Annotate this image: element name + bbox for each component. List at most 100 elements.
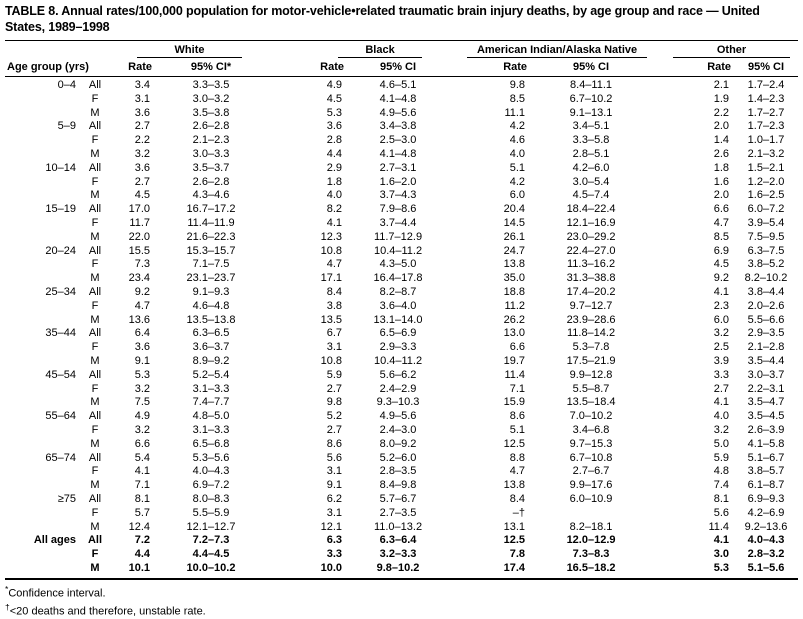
table-row: 20–24 All 15.5 15.3–15.7 10.8 10.4–11.2 24.7 22…: [5, 245, 798, 259]
cell-sex: All: [88, 492, 102, 505]
cell-white_ci: 4.8–5.0: [192, 410, 230, 423]
cell-sex: F: [91, 341, 99, 354]
cell-sex: F: [91, 299, 99, 312]
cell-white_rate: 8.1: [134, 492, 150, 505]
cell-age-group: 5–9: [57, 120, 76, 133]
cell-white_ci: 6.5–6.8: [192, 437, 230, 450]
cell-aian_rate: 14.5: [503, 216, 526, 229]
cell-white_ci: 2.1–2.3: [192, 134, 230, 147]
cell-white_rate: 7.2: [134, 534, 150, 547]
cell-other_rate: 8.1: [713, 492, 730, 505]
cell-black_rate: 13.5: [320, 313, 343, 326]
cell-white_rate: 2.7: [134, 175, 150, 188]
cell-aian_ci: 8.4–11.1: [570, 79, 613, 91]
cell-white_ci: 16.7–17.2: [186, 203, 236, 216]
cell-black_rate: 3.6: [326, 120, 343, 133]
cell-aian_ci: 9.9–12.8: [569, 368, 613, 381]
table-row: M 23.4 23.1–23.7 17.1 16.4–17.8 35.0 31.3–38.8…: [5, 272, 798, 286]
table-title: TABLE 8. Annual rates/100,000 population…: [5, 4, 760, 34]
cell-white_rate: 5.4: [134, 451, 150, 464]
cell-sex: All: [87, 534, 103, 547]
table-row: F 3.6 3.6–3.7 3.1 2.9–3.3 6.6 5.3–7.8 2.5 2.1–2.…: [5, 341, 798, 355]
cell-white_rate: 3.6: [134, 161, 150, 174]
cell-white_ci: 13.5–13.8: [186, 313, 236, 326]
cell-aian_ci: 17.5–21.9: [566, 354, 616, 367]
cell-other_ci: 9.2–13.6: [744, 520, 788, 533]
cell-black_ci: 3.7–4.4: [379, 216, 417, 229]
table-row: M 7.5 7.4–7.7 9.8 9.3–10.3 15.9 13.5–18.4 4.1 3.…: [5, 396, 798, 410]
cell-sex: All: [88, 203, 102, 216]
cell-aian_ci: 9.7–15.3: [569, 437, 613, 450]
footnote-unstable-rate: †<20 deaths and therefore, unstable rate…: [5, 601, 798, 619]
cell-sex: F: [91, 506, 99, 519]
cell-black_rate: 2.7: [326, 382, 343, 395]
cell-other_ci: 3.8–4.4: [747, 285, 785, 298]
cell-sex: F: [91, 423, 99, 436]
cell-other_ci: 8.2–10.2: [744, 272, 788, 285]
footnotes: *Confidence interval. †<20 deaths and th…: [5, 583, 798, 619]
cell-sex: M: [90, 437, 100, 450]
cell-other_rate: 4.1: [713, 396, 730, 409]
table-row: All ages All 7.2 7.2–7.3 6.3 6.3–6.4 12.5 12.0–…: [5, 534, 798, 548]
cell-aian_ci: 31.3–38.8: [566, 272, 616, 285]
cell-white_ci: 3.0–3.3: [192, 147, 230, 160]
cell-other_ci: 2.2–3.1: [747, 382, 785, 395]
cell-black_ci: 2.4–2.9: [379, 382, 417, 395]
cell-other_rate: 1.9: [713, 92, 730, 105]
cell-other_rate: 2.0: [713, 120, 730, 133]
cell-other_ci: 3.5–4.5: [747, 410, 785, 423]
cell-other_rate: 4.5: [713, 258, 730, 271]
cell-white_rate: 3.4: [134, 79, 150, 91]
cell-aian_rate: 9.8: [509, 79, 526, 91]
cell-aian_rate: 13.1: [503, 520, 526, 533]
table-row: F 7.3 7.1–7.5 4.7 4.3–5.0 13.8 11.3–16.2 4.5 3.8…: [5, 258, 798, 272]
cell-white_rate: 11.7: [129, 216, 150, 229]
cell-age-group: [5, 507, 80, 521]
table-row: 65–74 All 5.4 5.3–5.6 5.6 5.2–6.0 8.8 6.7–10.8 5…: [5, 452, 798, 466]
cell-other_rate: 1.6: [713, 175, 730, 188]
table-row: 15–19 All 17.0 16.7–17.2 8.2 7.9–8.6 20.4 18.4–…: [5, 203, 798, 217]
cell-aian_ci: 18.4–22.4: [566, 203, 616, 216]
cell-white_rate: 13.6: [128, 313, 150, 326]
cell-aian_ci: 6.0–10.9: [569, 492, 613, 505]
cell-white_ci: 5.2–5.4: [192, 368, 230, 381]
cell-white_ci: 3.1–3.3: [192, 382, 230, 395]
cell-black_rate: 9.1: [326, 479, 343, 492]
cell-black_rate: 10.8: [320, 244, 343, 257]
cell-white_rate: 12.4: [128, 520, 150, 533]
table-row: M 13.6 13.5–13.8 13.5 13.1–14.0 26.2 23.9–28.6…: [5, 314, 798, 328]
cell-black_rate: 2.9: [326, 161, 343, 174]
cell-other_ci: 1.4–2.3: [747, 92, 785, 105]
cell-other_rate: 2.1: [713, 79, 730, 91]
cell-aian_rate: 5.1: [509, 161, 526, 174]
cell-white_ci: 4.4–4.5: [192, 548, 230, 561]
group-header-other: Other: [652, 41, 798, 58]
cell-black_rate: 10.8: [320, 354, 343, 367]
cell-white_rate: 9.2: [134, 285, 150, 298]
cell-aian_ci: 3.4–6.8: [572, 423, 610, 436]
cell-aian_ci: 17.4–20.2: [566, 285, 616, 298]
cell-other_ci: 1.7–2.3: [747, 120, 785, 133]
cell-white_rate: 6.6: [134, 437, 150, 450]
cell-white_rate: 3.2: [134, 423, 150, 436]
cell-white_ci: 3.0–3.2: [192, 92, 230, 105]
cell-other_ci: 6.1–8.7: [747, 479, 785, 492]
cell-aian_rate: 8.6: [509, 410, 526, 423]
cell-aian_ci: 6.7–10.2: [569, 92, 613, 105]
cell-aian_ci: [530, 507, 652, 521]
cell-aian_rate: 19.7: [503, 354, 526, 367]
cell-other_rate: 2.2: [713, 106, 730, 119]
asterisk-marker: *: [5, 583, 9, 594]
cell-other_ci: 4.1–5.8: [747, 437, 785, 450]
cell-sex: F: [91, 175, 99, 188]
cell-sex: All: [88, 120, 102, 133]
cell-other_rate: 3.2: [713, 327, 730, 340]
cell-aian_ci: 12.0–12.9: [566, 534, 616, 547]
cell-white_ci: 9.1–9.3: [192, 285, 230, 298]
table-row: M 4.5 4.3–4.6 4.0 3.7–4.3 6.0 4.5–7.4 2.0 1.6–2.…: [5, 189, 798, 203]
cell-aian_rate: 18.8: [503, 285, 526, 298]
cell-black_ci: 10.4–11.2: [373, 354, 423, 367]
cell-sex: All: [88, 285, 102, 298]
cell-white_rate: 7.3: [134, 258, 150, 271]
cell-aian_rate: 4.2: [509, 120, 526, 133]
